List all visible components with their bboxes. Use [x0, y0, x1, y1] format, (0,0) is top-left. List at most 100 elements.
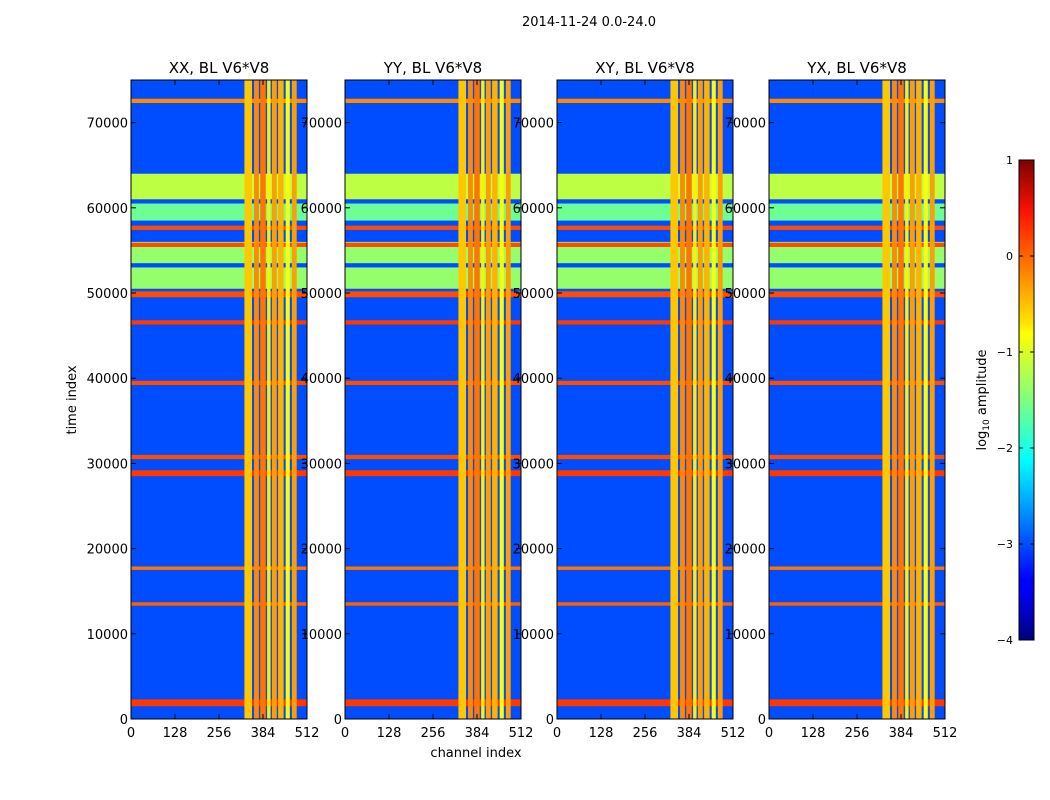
- rfi-time-band: [131, 320, 307, 325]
- y-tick-label: 50000: [301, 287, 342, 302]
- colorbar-label-suffix: amplitude: [975, 349, 990, 419]
- x-tick-label: 0: [341, 726, 349, 741]
- rfi-channel-band: [711, 80, 716, 719]
- rfi-time-band: [557, 454, 733, 460]
- rfi-time-band: [345, 225, 521, 230]
- y-tick-label: 30000: [513, 457, 554, 472]
- rfi-time-band: [557, 173, 733, 200]
- rfi-time-band: [131, 454, 307, 460]
- rfi-time-band: [769, 291, 945, 298]
- rfi-time-band: [769, 454, 945, 460]
- y-tick-label: 10000: [725, 628, 766, 643]
- rfi-time-band: [769, 699, 945, 707]
- rfi-time-band: [131, 470, 307, 477]
- rfi-time-band: [769, 566, 945, 570]
- y-tick-label: 20000: [725, 543, 766, 558]
- rfi-channel-band: [923, 80, 928, 719]
- y-tick-label: 10000: [513, 628, 554, 643]
- rfi-channel-band: [458, 80, 466, 719]
- y-tick-label: 70000: [725, 117, 766, 132]
- rfi-channel-band: [670, 80, 678, 719]
- panel-xy: XY, BL V6*V8 0 128 256 384 512 0 10000 20000 3000…: [513, 59, 746, 741]
- panel-title: XX, BL V6*V8: [169, 59, 270, 77]
- rfi-time-band: [131, 602, 307, 606]
- y-tick-label: 10000: [301, 628, 342, 643]
- rfi-time-band: [557, 98, 733, 104]
- rfi-channel-band: [499, 80, 504, 719]
- rfi-time-band: [557, 242, 733, 247]
- rfi-time-band: [131, 225, 307, 230]
- y-tick-label: 20000: [301, 543, 342, 558]
- rfi-channel-band: [244, 80, 252, 719]
- x-tick-label: 256: [633, 726, 658, 741]
- rfi-channel-band: [271, 80, 277, 719]
- rfi-channel-band: [468, 80, 473, 719]
- y-tick-label: 0: [120, 713, 128, 728]
- x-tick-label: 128: [163, 726, 188, 741]
- heatmap-panels: XX, BL V6*V8 0 128 256 384 512 0 10000 20000 3000…: [87, 59, 958, 741]
- y-tick-label: 60000: [513, 202, 554, 217]
- x-tick-label: 128: [377, 726, 402, 741]
- y-tick-label: 0: [546, 713, 554, 728]
- rfi-time-band: [345, 454, 521, 460]
- rfi-channel-band: [291, 80, 297, 719]
- rfi-time-band: [557, 699, 733, 707]
- panel-title: YX, BL V6*V8: [806, 59, 907, 77]
- rfi-channel-band: [267, 80, 271, 719]
- y-tick-label: 50000: [513, 287, 554, 302]
- rfi-channel-band: [905, 80, 909, 719]
- colorbar-tick-label: 0: [1006, 250, 1013, 263]
- rfi-time-band: [769, 98, 945, 104]
- figure-suptitle: 2014-11-24 0.0-24.0: [522, 15, 656, 30]
- y-tick-label: 30000: [87, 457, 128, 472]
- rfi-time-band: [769, 602, 945, 606]
- y-tick-label: 40000: [87, 372, 128, 387]
- y-tick-label: 30000: [301, 457, 342, 472]
- rfi-time-band: [345, 470, 521, 477]
- y-tick-label: 20000: [87, 543, 128, 558]
- y-tick-label: 40000: [301, 372, 342, 387]
- x-tick-label: 384: [251, 726, 276, 741]
- colorbar-tick-label: 1: [1006, 154, 1013, 167]
- rfi-channel-band: [278, 80, 284, 719]
- rfi-channel-band: [916, 80, 922, 719]
- rfi-time-band: [769, 242, 945, 247]
- y-tick-label: 60000: [301, 202, 342, 217]
- y-tick-label: 40000: [513, 372, 554, 387]
- y-tick-label: 30000: [725, 457, 766, 472]
- rfi-time-band: [345, 98, 521, 104]
- x-tick-label: 128: [801, 726, 826, 741]
- panel-yx: YX, BL V6*V8 0 128 256 384 512 0 10000 20000 3000…: [725, 59, 958, 741]
- rfi-time-band: [769, 225, 945, 230]
- rfi-time-band: [769, 320, 945, 325]
- rfi-time-band: [345, 291, 521, 298]
- rfi-time-band: [345, 602, 521, 606]
- rfi-time-band: [769, 173, 945, 200]
- colorbar: 10−1−2−3−4 log10 amplitude: [975, 154, 1035, 647]
- x-tick-label: 128: [589, 726, 614, 741]
- rfi-channel-band: [892, 80, 897, 719]
- x-tick-label: 0: [553, 726, 561, 741]
- rfi-time-band: [131, 699, 307, 707]
- rfi-time-band: [345, 566, 521, 570]
- x-tick-label: 384: [677, 726, 702, 741]
- colorbar-gradient: [1018, 159, 1035, 641]
- colorbar-tick-label: −4: [997, 634, 1013, 647]
- x-tick-label: 512: [509, 726, 534, 741]
- panel-xx: XX, BL V6*V8 0 128 256 384 512 0 10000 20000 3000…: [87, 59, 320, 741]
- y-tick-label: 70000: [87, 117, 128, 132]
- rfi-time-band: [345, 320, 521, 325]
- rfi-channel-band: [285, 80, 290, 719]
- rfi-channel-band: [717, 80, 723, 719]
- rfi-time-band: [131, 173, 307, 200]
- rfi-channel-band: [505, 80, 511, 719]
- y-tick-label: 70000: [513, 117, 554, 132]
- rfi-channel-band: [474, 80, 480, 719]
- y-tick-label: 60000: [87, 202, 128, 217]
- rfi-time-band: [557, 380, 733, 386]
- rfi-time-band: [345, 242, 521, 247]
- y-tick-label: 10000: [87, 628, 128, 643]
- rfi-channel-band: [492, 80, 498, 719]
- x-tick-label: 512: [295, 726, 320, 741]
